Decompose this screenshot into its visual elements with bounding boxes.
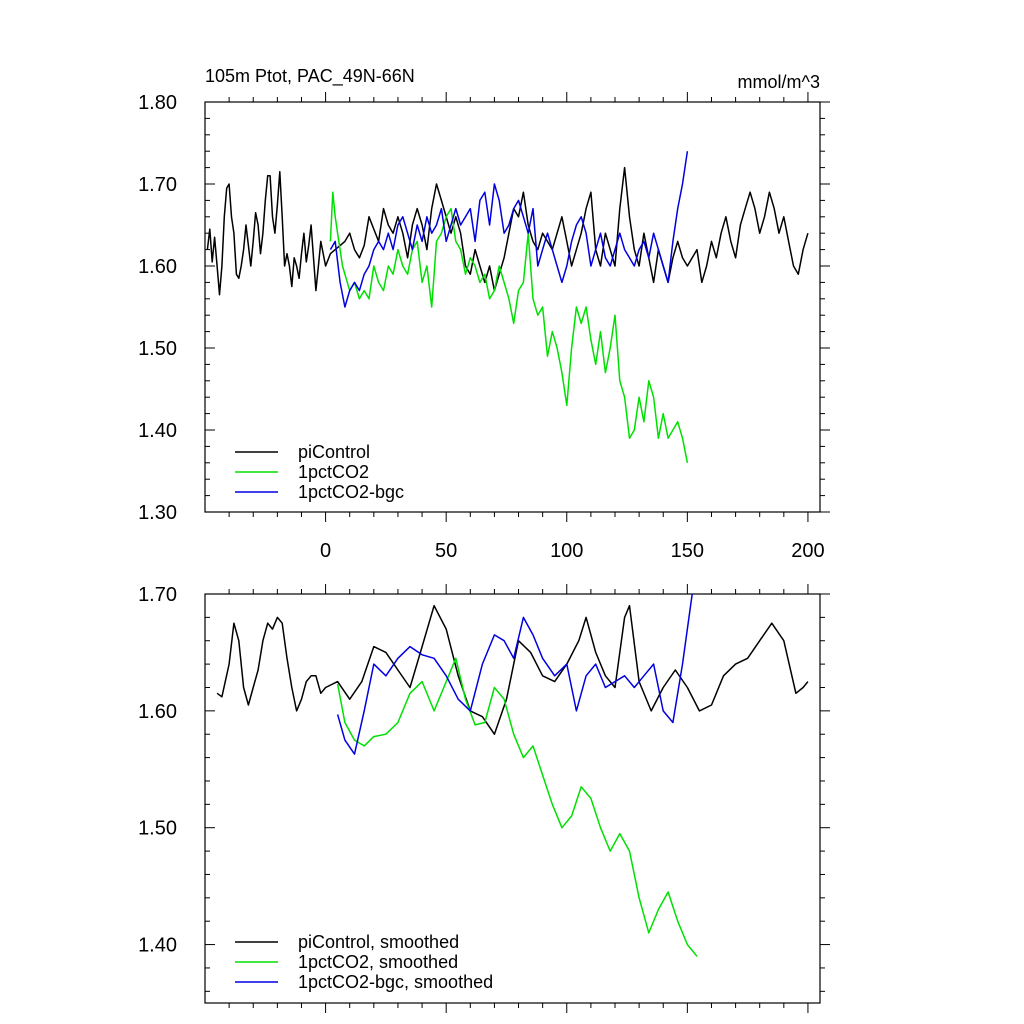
series-line-picontrol xyxy=(206,166,809,296)
x-tick-label: 0 xyxy=(320,540,331,562)
x-tick-label: 50 xyxy=(435,540,457,562)
plot-frame xyxy=(204,593,821,1004)
y-tick-label: 1.50 xyxy=(138,818,177,840)
x-tick-label: 100 xyxy=(550,540,583,562)
series-line-1pctco2 xyxy=(329,191,689,463)
y-tick-label: 1.60 xyxy=(138,256,177,278)
legend-label: 1pctCO2-bgc xyxy=(298,482,404,502)
plot-frame xyxy=(204,101,821,513)
units-label: mmol/m^3 xyxy=(738,72,820,92)
series-line-1pctco2-bgc-smoothed xyxy=(336,594,693,755)
legend-label: 1pctCO2-bgc, smoothed xyxy=(298,972,493,992)
y-tick-label: 1.40 xyxy=(138,420,177,442)
y-tick-label: 1.80 xyxy=(138,92,177,114)
y-tick-label: 1.70 xyxy=(138,174,177,196)
chart-panel-raw: 0 50 100 150 200 1.30 1.40 1.50 1.60 1.70 1.80 105m… xyxy=(138,66,830,562)
series-line-1pctco2-bgc xyxy=(329,151,689,308)
series-line-1pctco2-smoothed xyxy=(336,657,698,957)
y-tick-label: 1.40 xyxy=(138,935,177,957)
x-tick-label: 200 xyxy=(791,540,824,562)
legend-label: 1pctCO2 xyxy=(298,462,369,482)
legend-label: 1pctCO2, smoothed xyxy=(298,952,458,972)
legend-label: piControl xyxy=(298,442,370,462)
y-tick-label: 1.30 xyxy=(138,502,177,524)
legend-label: piControl, smoothed xyxy=(298,932,459,952)
y-tick-label: 1.50 xyxy=(138,338,177,360)
series-line-picontrol-smoothed xyxy=(216,604,809,735)
y-tick-label: 1.60 xyxy=(138,701,177,723)
chart-title: 105m Ptot, PAC_49N-66N xyxy=(205,66,415,87)
y-tick-label: 1.70 xyxy=(138,584,177,606)
x-tick-label: 150 xyxy=(671,540,704,562)
